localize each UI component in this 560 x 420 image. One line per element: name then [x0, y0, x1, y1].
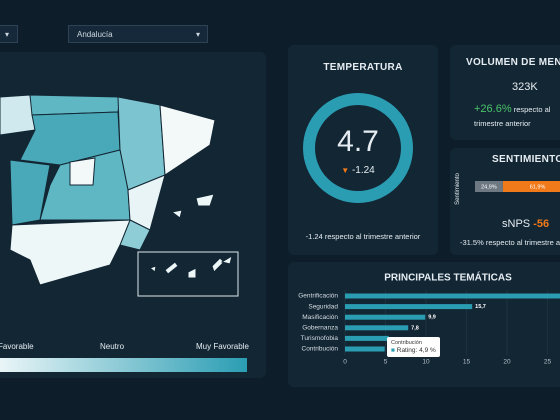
segment-label: 24,9% — [481, 184, 497, 190]
region — [159, 104, 216, 176]
dropdown-value: Andalucía — [77, 30, 113, 39]
volume-panel: VOLUMEN DE MENSAJES 323K +26.6% respecto… — [450, 45, 560, 140]
sentiment-bar: 24,9% 61,9% — [475, 181, 560, 192]
temperature-change: -1.24 — [351, 165, 375, 176]
segment-label: 61,9% — [530, 184, 546, 190]
bar — [345, 335, 389, 341]
chart-title: PRINCIPALES TEMÁTICAS — [384, 271, 512, 284]
gauge — [303, 93, 413, 203]
value-label: 9,9 — [428, 315, 436, 321]
tooltip: Contribución ■ Rating: 4,9 % — [387, 337, 440, 357]
bar — [345, 304, 473, 310]
sentiment-note: -31.5% respecto al trimestre anterior — [460, 238, 560, 247]
volume-value: 323K — [512, 81, 538, 93]
tooltip-label: Rating: 4,9 % — [396, 347, 436, 354]
y-tick-label: Gobernanza — [302, 325, 338, 332]
region — [220, 254, 233, 265]
legend-mid: Neutro — [100, 342, 125, 351]
y-tick-label: Gentrificación — [298, 293, 338, 300]
tooltip-swatch: ■ — [391, 347, 395, 354]
volume-change: +26.6% — [474, 103, 512, 115]
segment — [502, 181, 560, 192]
region — [195, 193, 215, 207]
region — [9, 159, 51, 226]
bar — [345, 314, 426, 320]
snps-value: -56 — [533, 218, 550, 230]
panel-title: SENTIMIENTO — [492, 154, 560, 165]
gauge-ring — [303, 93, 413, 203]
x-tick-label: 15 — [463, 359, 471, 366]
legend-high: Muy Favorable — [196, 342, 249, 351]
sentiment-panel: SENTIMIENTO Sentimiento 24,9% 61,9% sNPS … — [450, 148, 560, 255]
segment — [475, 181, 503, 192]
value-label: 15,7 — [475, 304, 486, 310]
tooltip-title: Contribución — [391, 340, 422, 346]
value-label: 7,8 — [411, 325, 419, 331]
y-tick-label: Masificación — [302, 314, 338, 321]
region — [164, 261, 179, 275]
map — [0, 94, 239, 297]
x-tick-label: 0 — [343, 359, 347, 366]
region — [170, 209, 183, 219]
temperature-panel: TEMPERATURA 4.7 ▼ -1.24 -1.24 respecto a… — [288, 45, 438, 255]
y-tick-label: Contribución — [302, 346, 339, 353]
region — [187, 267, 197, 279]
temperature-value: 4.7 — [337, 125, 379, 158]
down-arrow: ▼ — [341, 166, 350, 175]
region — [0, 94, 36, 136]
bar — [345, 325, 409, 331]
region — [211, 257, 225, 273]
y-tick-label: Seguridad — [308, 303, 338, 310]
bar-chart: PRINCIPALES TEMÁTICAS 0 5 10 15 20 25 Gentrifi… — [298, 271, 560, 366]
region — [148, 265, 157, 273]
dropdown-arrow: ▾ — [195, 30, 200, 39]
x-tick-label: 25 — [544, 359, 552, 366]
dropdown[interactable]: Andalucía ▾ — [68, 25, 208, 43]
temperature-note: -1.24 respecto al trimestre anterior — [305, 232, 421, 241]
map-panel — [0, 52, 266, 378]
region — [9, 219, 131, 286]
canary-box — [137, 251, 239, 297]
x-tick-label: 20 — [503, 359, 511, 366]
panel-title: TEMPERATURA — [323, 62, 403, 73]
region — [69, 157, 96, 186]
volume-note: respecto al trimestre anterior — [474, 105, 551, 128]
legend-low: Favorable — [0, 342, 34, 351]
legend-gradient — [0, 358, 247, 372]
bar — [345, 346, 385, 352]
dropdown[interactable]: ▾ — [0, 25, 18, 43]
x-tick-label: 10 — [422, 359, 430, 366]
panel-title: VOLUMEN DE MENSAJES — [466, 57, 560, 68]
snps-label: sNPS — [502, 218, 531, 230]
x-tick-label: 5 — [384, 359, 388, 366]
y-tick-label: Turismofobia — [301, 335, 339, 342]
bar — [345, 293, 560, 299]
themes-panel: PRINCIPALES TEMÁTICAS 0 5 10 15 20 25 Gentrifi… — [288, 262, 560, 387]
